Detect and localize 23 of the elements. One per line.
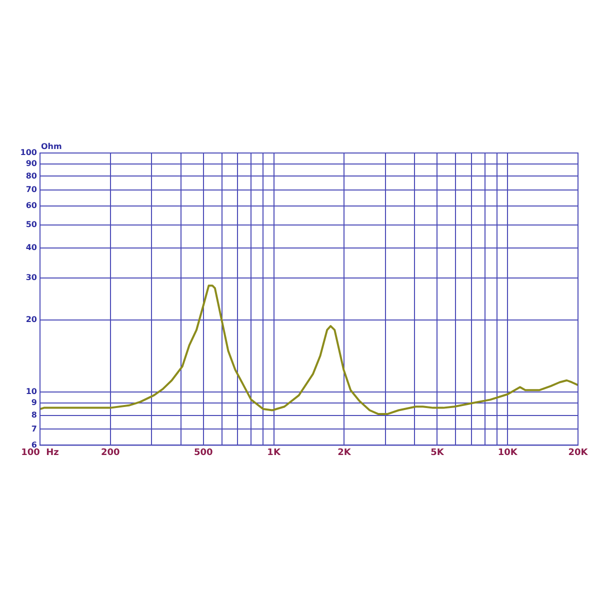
y-tick-label: 8 (31, 410, 38, 420)
x-tick-label: 1K (267, 448, 282, 458)
y-tick-label: 80 (26, 171, 38, 180)
y-tick-label: 40 (26, 243, 38, 252)
y-tick-label: 60 (26, 201, 38, 210)
x-tick-label: 200 (100, 448, 120, 458)
y-tick-label: 10 (26, 387, 38, 396)
x-tick-label: 20K (568, 448, 589, 458)
y-axis-title: Ohm (41, 142, 62, 152)
y-tick-label: 9 (31, 398, 38, 408)
y-tick-label: 100 (20, 148, 38, 158)
x-tick-label: 100 Hz (21, 448, 59, 458)
y-tick-label: 70 (26, 185, 38, 194)
x-tick-label: 500 (194, 448, 213, 458)
y-tick-label: 50 (26, 220, 38, 230)
x-tick-label: 10K (498, 448, 518, 458)
y-tick-label: 6 (31, 440, 38, 450)
x-tick-label: 5K (430, 448, 445, 458)
y-tick-label: 30 (26, 273, 38, 282)
x-tick-label: 2K (338, 448, 352, 458)
y-tick-label: 7 (31, 424, 37, 434)
y-tick-label: 90 (26, 159, 38, 168)
y-tick-label: 20 (26, 315, 38, 324)
